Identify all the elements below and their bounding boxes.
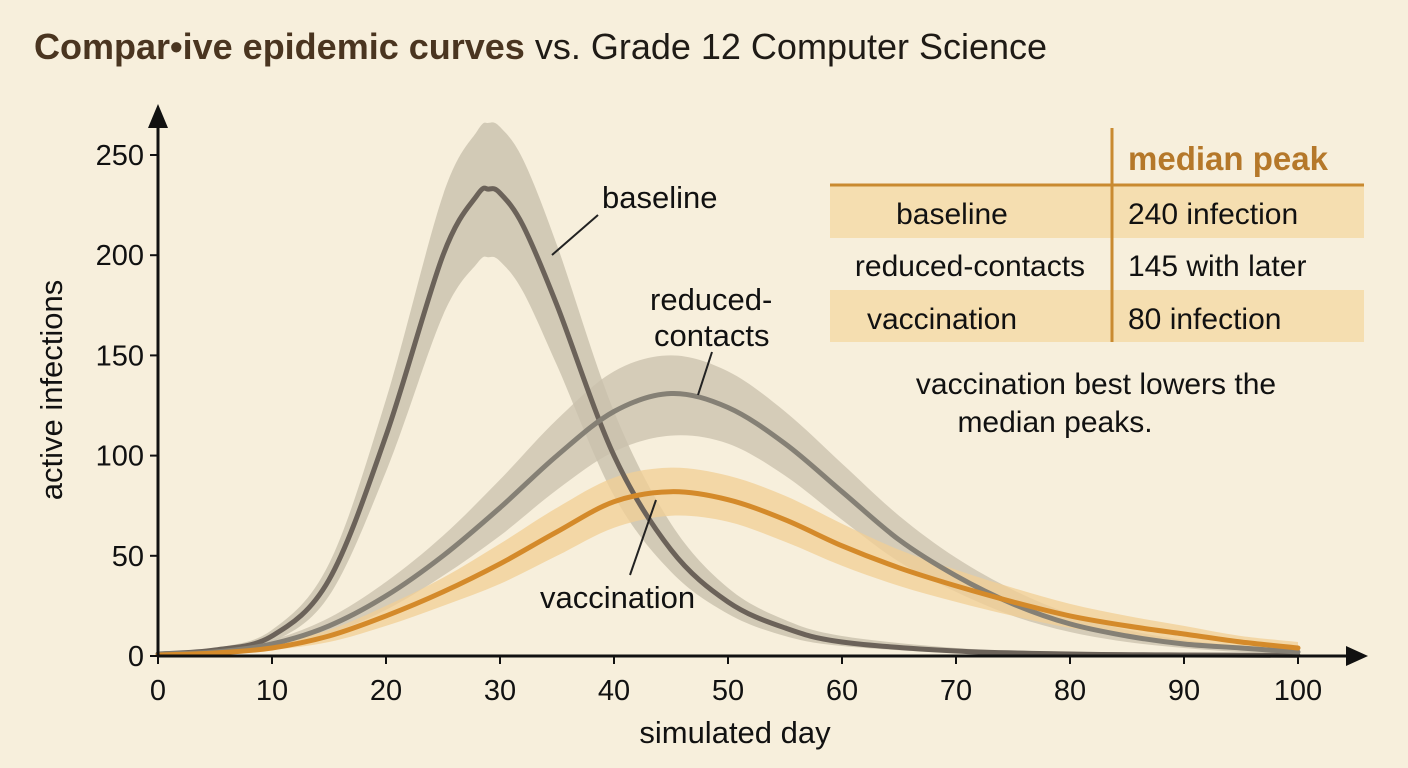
series-label-baseline: baseline: [602, 180, 717, 215]
chart-title-rest: vs. Grade 12 Computer Science: [524, 26, 1048, 67]
y-tick-label: 50: [112, 541, 144, 573]
series-label-reduced-contacts-2: contacts: [654, 318, 769, 353]
y-axis-label: active infections: [34, 280, 69, 501]
axes: [148, 104, 1368, 666]
line-vaccination: [155, 489, 1301, 658]
note-line-1: vaccination best lowers the: [916, 368, 1276, 401]
x-tick-label: 40: [598, 675, 630, 707]
x-tick-label: 70: [940, 675, 972, 707]
x-tick-label: 10: [256, 675, 288, 707]
series-label-vaccination: vaccination: [540, 580, 695, 615]
table-row-label-0: baseline: [896, 198, 1008, 231]
band-vaccination: [158, 467, 1298, 655]
x-tick-label: 50: [712, 675, 744, 707]
y-tick-label: 0: [128, 641, 144, 673]
line-baseline: [155, 185, 1301, 658]
x-ticks: 0 10 20 30 40 50 60 70 80 90 100: [150, 656, 1322, 707]
table-row-label-2: vaccination: [867, 303, 1017, 336]
x-axis-arrow: [1346, 646, 1368, 666]
x-tick-label: 100: [1274, 675, 1322, 707]
x-tick-label: 60: [826, 675, 858, 707]
x-axis-label: simulated day: [639, 715, 831, 750]
median-peak-table: median peak baseline 240 infection reduc…: [830, 128, 1364, 342]
y-axis-arrow: [148, 104, 168, 128]
table-row-value-1: 145 with later: [1128, 250, 1306, 283]
y-ticks: 0 50 100 150 200 250: [96, 140, 158, 673]
y-tick-label: 250: [96, 140, 144, 172]
table-row-label-1: reduced-contacts: [855, 250, 1085, 283]
table-row-value-2: 80 infection: [1128, 303, 1281, 336]
y-tick-label: 150: [96, 340, 144, 372]
band-reduced-contacts: [158, 355, 1298, 654]
line-reduced-contacts: [155, 390, 1301, 657]
chart-title-bold: Compar•ive epidemic curves: [34, 26, 525, 67]
table-row-band-0: [830, 186, 1364, 238]
x-tick-label: 80: [1054, 675, 1086, 707]
note-line-2: median peaks.: [957, 406, 1152, 439]
x-tick-label: 90: [1168, 675, 1200, 707]
series-lines: [155, 185, 1301, 658]
y-tick-label: 100: [96, 441, 144, 473]
y-tick-label: 200: [96, 240, 144, 272]
leader-baseline: [551, 214, 599, 256]
table-row-value-0: 240 infection: [1128, 198, 1298, 231]
series-labels: baseline reduced- contacts vaccination: [540, 180, 772, 615]
table-header: median peak: [1128, 140, 1329, 177]
table-row-band-2: [830, 290, 1364, 342]
chart-title: Compar•ive epidemic curves vs. Grade 12 …: [34, 26, 1047, 68]
leader-vaccination: [629, 499, 657, 576]
leader-reduced-contacts: [697, 351, 713, 396]
series-label-reduced-contacts-1: reduced-: [650, 282, 772, 317]
x-tick-label: 20: [370, 675, 402, 707]
x-tick-label: 30: [484, 675, 516, 707]
x-tick-label: 0: [150, 675, 166, 707]
